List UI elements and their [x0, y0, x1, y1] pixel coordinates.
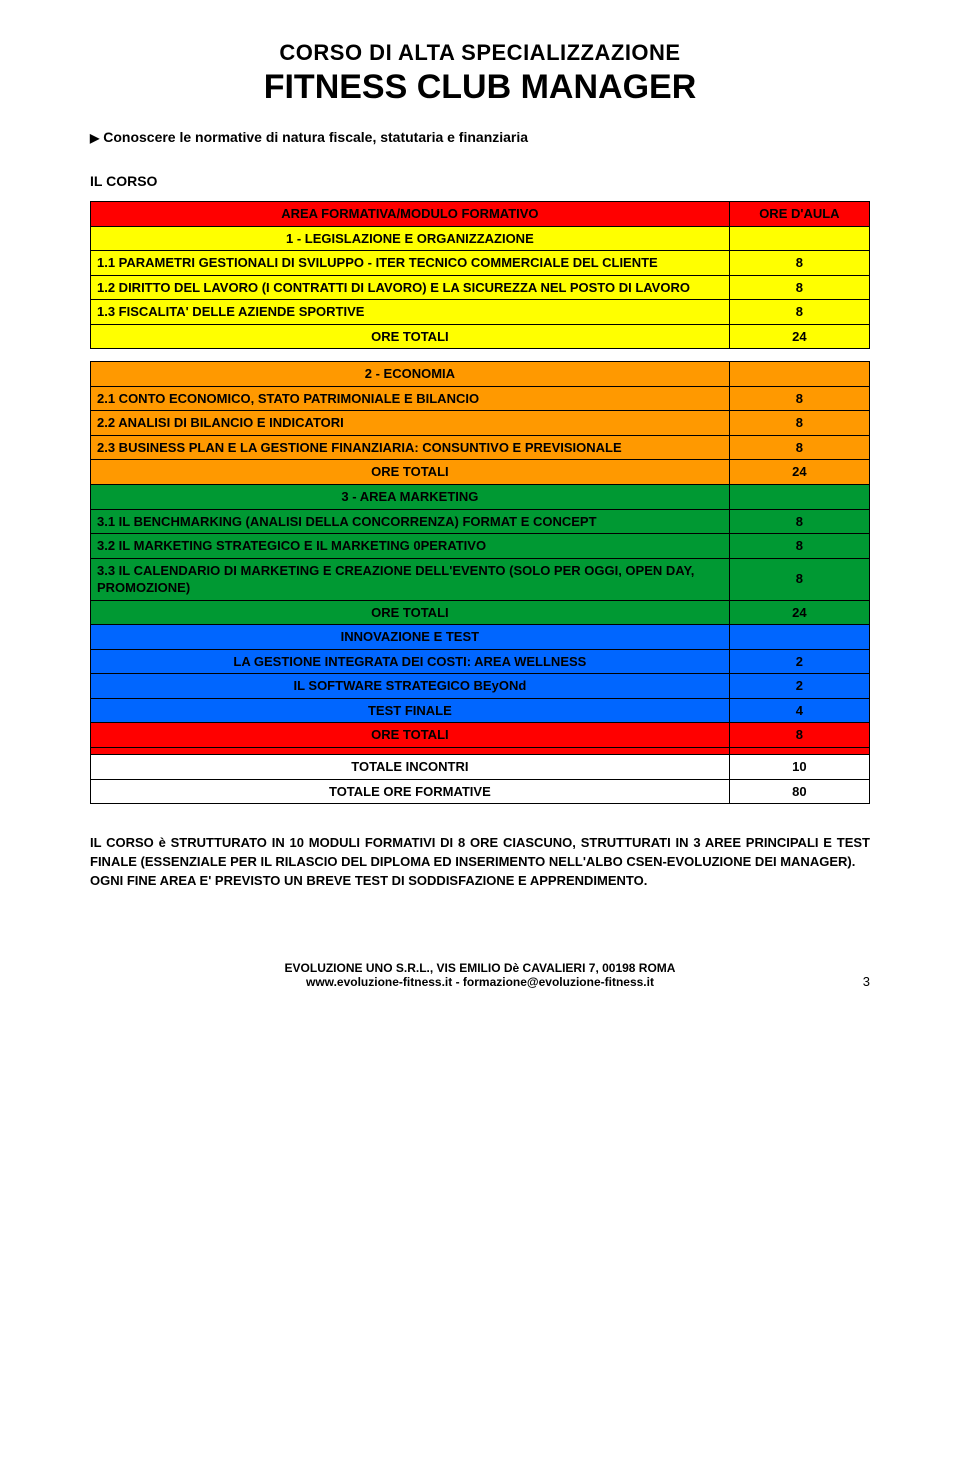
table-row: IL SOFTWARE STRATEGICO BEyONd 2	[91, 674, 870, 699]
head-val: ORE D'AULA	[729, 202, 869, 227]
table-row: 3.1 IL BENCHMARKING (ANALISI DELLA CONCO…	[91, 509, 870, 534]
cell-val: 2	[729, 674, 869, 699]
cell-label: TEST FINALE	[91, 698, 730, 723]
page: CORSO DI ALTA SPECIALIZZAZIONE FITNESS C…	[0, 0, 960, 1019]
footer-line-1: EVOLUZIONE UNO S.R.L., VIS EMILIO Dè CAV…	[90, 961, 870, 975]
cell-label: ORE TOTALI	[91, 460, 730, 485]
cell-label: 3.1 IL BENCHMARKING (ANALISI DELLA CONCO…	[91, 509, 730, 534]
cell-val: 8	[729, 251, 869, 276]
cell-label: 1.3 FISCALITA' DELLE AZIENDE SPORTIVE	[91, 300, 730, 325]
table-row: 2.2 ANALISI DI BILANCIO E INDICATORI 8	[91, 411, 870, 436]
cell-label: ORE TOTALI	[91, 723, 730, 748]
table-row: LA GESTIONE INTEGRATA DEI COSTI: AREA WE…	[91, 649, 870, 674]
cell-label: 1 - LEGISLAZIONE E ORGANIZZAZIONE	[91, 226, 730, 251]
cell-val: 24	[729, 460, 869, 485]
cell-val	[729, 625, 869, 650]
cell-label: 1.2 DIRITTO DEL LAVORO (I CONTRATTI DI L…	[91, 275, 730, 300]
table-header-row: AREA FORMATIVA/MODULO FORMATIVO ORE D'AU…	[91, 202, 870, 227]
cell-val: 8	[729, 435, 869, 460]
total-row: ORE TOTALI 24	[91, 460, 870, 485]
cell-val: 4	[729, 698, 869, 723]
body-paragraphs: IL CORSO è STRUTTURATO IN 10 MODULI FORM…	[90, 834, 870, 891]
cell-val: 8	[729, 300, 869, 325]
title-line-2: FITNESS CLUB MANAGER	[90, 68, 870, 107]
cell-label: TOTALE INCONTRI	[91, 755, 730, 780]
cell-label: LA GESTIONE INTEGRATA DEI COSTI: AREA WE…	[91, 649, 730, 674]
table-row: 3.3 IL CALENDARIO DI MARKETING E CREAZIO…	[91, 558, 870, 600]
section-title-row: 1 - LEGISLAZIONE E ORGANIZZAZIONE	[91, 226, 870, 251]
cell-label: 3 - AREA MARKETING	[91, 485, 730, 510]
page-number: 3	[863, 974, 870, 989]
cell-val: 8	[729, 509, 869, 534]
table-row: 3.2 IL MARKETING STRATEGICO E IL MARKETI…	[91, 534, 870, 559]
cell-label	[91, 748, 730, 755]
cell-val: 8	[729, 386, 869, 411]
spacer	[91, 349, 870, 362]
section-title-row: 3 - AREA MARKETING	[91, 485, 870, 510]
cell-val	[729, 362, 869, 387]
cell-label: IL SOFTWARE STRATEGICO BEyONd	[91, 674, 730, 699]
cell-val	[729, 226, 869, 251]
cell-label: ORE TOTALI	[91, 600, 730, 625]
cell-val: 8	[729, 558, 869, 600]
head-label: AREA FORMATIVA/MODULO FORMATIVO	[91, 202, 730, 227]
title-line-1: CORSO DI ALTA SPECIALIZZAZIONE	[90, 40, 870, 66]
cell-label: 1.1 PARAMETRI GESTIONALI DI SVILUPPO - I…	[91, 251, 730, 276]
table-row: 2.3 BUSINESS PLAN E LA GESTIONE FINANZIA…	[91, 435, 870, 460]
total-row: ORE TOTALI 24	[91, 324, 870, 349]
cell-label: 3.3 IL CALENDARIO DI MARKETING E CREAZIO…	[91, 558, 730, 600]
cell-val: 24	[729, 324, 869, 349]
cell-label: TOTALE ORE FORMATIVE	[91, 779, 730, 804]
footer: EVOLUZIONE UNO S.R.L., VIS EMILIO Dè CAV…	[90, 961, 870, 989]
cell-label: 2 - ECONOMIA	[91, 362, 730, 387]
cell-val: 8	[729, 534, 869, 559]
cell-val: 8	[729, 411, 869, 436]
bullet-line: Conoscere le normative di natura fiscale…	[90, 129, 870, 145]
total-row: ORE TOTALI 24	[91, 600, 870, 625]
section-title-row: 2 - ECONOMIA	[91, 362, 870, 387]
table-row: 1.1 PARAMETRI GESTIONALI DI SVILUPPO - I…	[91, 251, 870, 276]
table-row: 1.2 DIRITTO DEL LAVORO (I CONTRATTI DI L…	[91, 275, 870, 300]
course-table: AREA FORMATIVA/MODULO FORMATIVO ORE D'AU…	[90, 201, 870, 804]
table-row: TEST FINALE 4	[91, 698, 870, 723]
cell-val: 24	[729, 600, 869, 625]
body-p1: IL CORSO è STRUTTURATO IN 10 MODULI FORM…	[90, 834, 870, 872]
cell-label: ORE TOTALI	[91, 324, 730, 349]
section-label: IL CORSO	[90, 173, 870, 189]
body-p2: OGNI FINE AREA E' PREVISTO UN BREVE TEST…	[90, 872, 870, 891]
cell-val	[729, 748, 869, 755]
grand-total-row: TOTALE INCONTRI 10	[91, 755, 870, 780]
footer-line-2: www.evoluzione-fitness.it - formazione@e…	[90, 975, 870, 989]
grand-total-row: TOTALE ORE FORMATIVE 80	[91, 779, 870, 804]
cell-label: 3.2 IL MARKETING STRATEGICO E IL MARKETI…	[91, 534, 730, 559]
cell-val: 2	[729, 649, 869, 674]
cell-val: 10	[729, 755, 869, 780]
cell-val	[729, 485, 869, 510]
cell-label: INNOVAZIONE E TEST	[91, 625, 730, 650]
table-row: 1.3 FISCALITA' DELLE AZIENDE SPORTIVE 8	[91, 300, 870, 325]
cell-label: 2.3 BUSINESS PLAN E LA GESTIONE FINANZIA…	[91, 435, 730, 460]
cell-label: 2.2 ANALISI DI BILANCIO E INDICATORI	[91, 411, 730, 436]
cell-val: 8	[729, 275, 869, 300]
cell-val: 8	[729, 723, 869, 748]
table-row: 2.1 CONTO ECONOMICO, STATO PATRIMONIALE …	[91, 386, 870, 411]
total-row: ORE TOTALI 8	[91, 723, 870, 748]
cell-val: 80	[729, 779, 869, 804]
cell-label: 2.1 CONTO ECONOMICO, STATO PATRIMONIALE …	[91, 386, 730, 411]
empty-red-row	[91, 748, 870, 755]
section-title-row: INNOVAZIONE E TEST	[91, 625, 870, 650]
